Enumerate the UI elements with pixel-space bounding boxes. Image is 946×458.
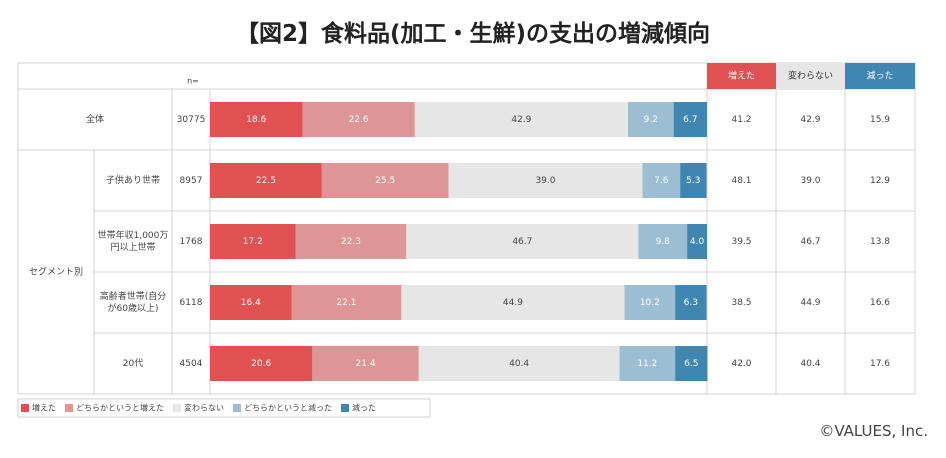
bar-value-label: 44.9	[503, 298, 523, 308]
summary-value: 39.5	[731, 237, 751, 247]
legend-swatch	[21, 404, 29, 412]
category-label: 高齢者世帯(自分	[100, 290, 167, 302]
bar-segment	[675, 346, 708, 381]
category-label: 子供あり世帯	[106, 174, 160, 186]
bar-segment	[680, 163, 707, 198]
bar-value-label: 40.4	[509, 359, 529, 369]
summary-value: 42.0	[731, 359, 751, 369]
bar-segment	[302, 102, 415, 137]
bar-segment	[687, 224, 707, 259]
summary-header-1	[707, 63, 776, 89]
bar-segment	[321, 163, 449, 198]
category-label: 全体	[86, 113, 104, 125]
bar-segment	[291, 285, 402, 320]
bar-segment	[642, 163, 681, 198]
bar-value-label: 22.6	[349, 115, 369, 125]
summary-value: 16.6	[870, 298, 890, 308]
bar-value-label: 6.7	[683, 115, 697, 125]
bar-value-label: 7.6	[654, 176, 669, 186]
bar-value-label: 10.2	[640, 298, 660, 308]
summary-value: 38.5	[731, 298, 751, 308]
legend-box	[17, 398, 431, 418]
bar-segment	[675, 285, 707, 320]
bar-value-label: 11.2	[637, 359, 657, 369]
bar-value-label: 42.9	[511, 115, 531, 125]
legend-label: どちらかというと増えた	[76, 403, 164, 413]
bar-segment	[627, 102, 674, 137]
bar-segment	[624, 285, 676, 320]
bar-segment	[406, 224, 639, 259]
summary-header-2	[776, 63, 845, 89]
bar-segment	[414, 102, 628, 137]
summary-value: 17.6	[870, 359, 890, 369]
summary-header-label: 変わらない	[788, 70, 833, 82]
category-label: 世帯年収1,000万	[98, 229, 169, 241]
summary-value: 48.1	[731, 176, 751, 186]
bar-value-label: 6.3	[684, 298, 698, 308]
bar-value-label: 21.4	[356, 359, 376, 369]
summary-header-label: 減った	[866, 70, 893, 82]
bar-value-label: 9.2	[644, 115, 658, 125]
legend-swatch	[341, 404, 349, 412]
summary-value: 40.4	[800, 359, 820, 369]
summary-value: 39.0	[800, 176, 820, 186]
legend-swatch	[233, 404, 241, 412]
bar-value-label: 46.7	[512, 237, 532, 247]
bar-segment	[210, 346, 313, 381]
legend-label: 増えた	[32, 403, 56, 413]
bar-value-label: 39.0	[535, 176, 555, 186]
n-value: 6118	[180, 298, 203, 308]
bar-segment	[638, 224, 688, 259]
bar-segment	[418, 346, 620, 381]
legend-label: 減った	[352, 403, 376, 413]
summary-header-label: 増えた	[728, 70, 755, 82]
n-value: 1768	[180, 237, 203, 247]
n-value: 30775	[177, 115, 206, 125]
category-label: が60歳以上)	[108, 302, 159, 314]
n-value: 8957	[180, 176, 203, 186]
bar-value-label: 22.3	[341, 237, 361, 247]
n-value: 4504	[180, 359, 203, 369]
bar-segment	[673, 102, 707, 137]
summary-value: 41.2	[731, 115, 751, 125]
bar-value-label: 25.5	[375, 176, 395, 186]
legend-label: どちらかというと減った	[244, 403, 332, 413]
bar-segment	[619, 346, 676, 381]
bar-value-label: 20.6	[251, 359, 271, 369]
bar-segment	[210, 102, 303, 137]
summary-value: 15.9	[870, 115, 890, 125]
n-label: n=	[187, 77, 199, 86]
legend-swatch	[65, 404, 73, 412]
bar-segment	[210, 163, 322, 198]
summary-header-3	[845, 63, 915, 89]
category-label: 20代	[123, 358, 143, 369]
bar-segment	[401, 285, 625, 320]
chart-title: 【図2】食料品(加工・生鮮)の支出の増減傾向	[235, 21, 711, 47]
bar-value-label: 16.4	[241, 298, 261, 308]
bar-segment	[295, 224, 407, 259]
summary-value: 46.7	[800, 237, 820, 247]
bar-segment	[312, 346, 419, 381]
bar-value-label: 18.6	[246, 115, 266, 125]
bar-segment	[448, 163, 643, 198]
credit-text: ©VALUES, Inc.	[819, 422, 928, 440]
bar-value-label: 22.5	[256, 176, 276, 186]
bar-value-label: 6.5	[684, 359, 698, 369]
segment-group-label: セグメント別	[29, 266, 83, 278]
bar-segment	[210, 224, 296, 259]
summary-value: 12.9	[870, 176, 890, 186]
bar-segment	[210, 285, 292, 320]
bar-value-label: 4.0	[690, 237, 705, 247]
summary-value: 42.9	[800, 115, 820, 125]
summary-value: 44.9	[800, 298, 820, 308]
legend-swatch	[173, 404, 181, 412]
bar-value-label: 5.3	[686, 176, 700, 186]
bar-value-label: 22.1	[336, 298, 356, 308]
category-label: 円以上世帯	[110, 241, 155, 253]
legend-label: 変わらない	[184, 403, 224, 413]
bar-value-label: 9.8	[656, 237, 671, 247]
bar-value-label: 17.2	[243, 237, 263, 247]
summary-value: 13.8	[870, 237, 890, 247]
